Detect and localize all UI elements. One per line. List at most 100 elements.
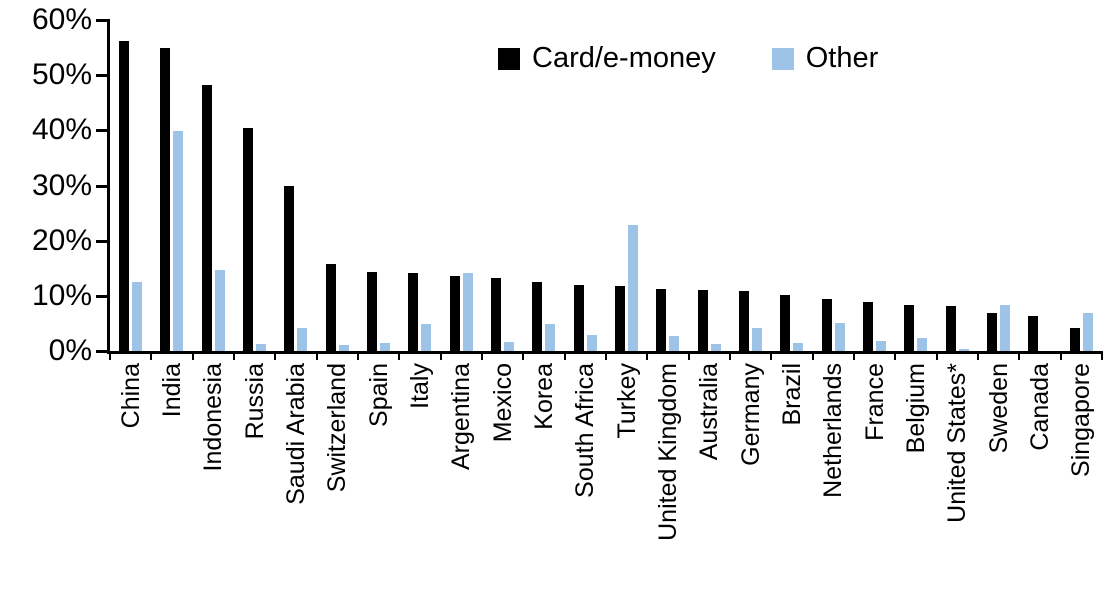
bar-card-e-money — [367, 271, 378, 351]
x-axis-label: United Kingdom — [654, 363, 682, 541]
x-axis-label: Turkey — [612, 363, 641, 439]
bar-group — [771, 20, 812, 351]
x-axis-tick — [935, 354, 938, 360]
x-axis-label: Sweden — [984, 363, 1013, 454]
x-axis-tick — [357, 354, 359, 360]
bar-other — [1000, 305, 1011, 351]
bar-other — [586, 335, 597, 351]
bar-other — [462, 273, 473, 351]
bar-other — [338, 344, 349, 351]
x-axis-label: Indonesia — [199, 363, 228, 472]
bar-group — [275, 20, 316, 351]
bar-group — [234, 20, 275, 351]
legend-item-other: Other — [771, 44, 878, 73]
x-axis-label: Saudi Arabia — [282, 363, 310, 505]
x-axis-tick — [522, 354, 525, 360]
bar-group — [441, 20, 482, 351]
y-axis-tick-label: 0% — [48, 334, 92, 367]
y-axis-tick-label: 30% — [31, 168, 92, 202]
bar-group — [730, 20, 771, 351]
x-axis-label: China — [116, 363, 145, 429]
bar-card-e-money — [1028, 316, 1039, 351]
x-axis-tick — [687, 354, 690, 360]
bar-card-e-money — [945, 306, 956, 351]
bar-group — [647, 20, 688, 351]
bar-other — [752, 328, 763, 351]
bar-other — [669, 336, 680, 351]
bar-group — [689, 20, 730, 351]
y-axis-tick-label: 50% — [31, 58, 92, 92]
x-axis-tick — [729, 354, 731, 360]
bar-group — [813, 20, 854, 351]
x-axis-tick — [563, 354, 566, 360]
bar-card-e-money — [532, 282, 543, 351]
x-axis-label: France — [860, 363, 889, 441]
bar-group — [1061, 20, 1102, 351]
bar-card-e-money — [243, 127, 254, 351]
bar-group — [523, 20, 564, 351]
x-axis-label: Switzerland — [323, 363, 352, 493]
x-axis-label: Spain — [364, 363, 393, 427]
bar-other — [545, 323, 556, 351]
y-axis-tick-label: 40% — [31, 113, 92, 147]
bar-group — [565, 20, 606, 351]
x-axis-label: Canada — [1026, 363, 1054, 451]
x-axis-tick — [109, 354, 111, 360]
y-axis-tick-label: 60% — [31, 3, 92, 36]
bar-other — [214, 269, 225, 351]
bar-other — [132, 282, 143, 351]
bar-card-e-money — [821, 299, 832, 351]
bar-other — [834, 323, 845, 351]
x-axis-tick — [481, 354, 483, 360]
bar-other — [173, 131, 184, 351]
bar-card-e-money — [449, 275, 460, 351]
bar-group — [151, 20, 192, 351]
x-axis-label: Korea — [530, 363, 558, 430]
bar-card-e-money — [697, 290, 708, 351]
x-axis-label: Brazil — [778, 363, 806, 426]
bar-card-e-money — [904, 305, 915, 351]
x-axis-tick — [191, 354, 194, 360]
bar-group — [482, 20, 523, 351]
bar-group — [606, 20, 647, 351]
bar-other — [504, 341, 515, 351]
bar-card-e-money — [325, 263, 336, 351]
x-axis-tick — [770, 354, 773, 360]
card-e-money-swatch-icon — [498, 47, 520, 70]
legend: Card/e-money Other — [498, 44, 878, 73]
bar-other — [917, 338, 928, 351]
bar-other — [421, 323, 432, 351]
x-axis-tick — [646, 354, 649, 360]
legend-item-card-e-money: Card/e-money — [498, 44, 716, 73]
y-axis-tick-label: 10% — [31, 278, 92, 312]
bar-card-e-money — [573, 285, 584, 351]
bar-card-e-money — [780, 295, 791, 351]
y-axis-tick — [96, 129, 110, 133]
bar-other — [1082, 312, 1093, 351]
bar-card-e-money — [1069, 327, 1080, 351]
bar-card-e-money — [491, 278, 502, 351]
y-axis-tick — [96, 74, 110, 78]
x-axis-label: United States* — [943, 363, 972, 523]
x-axis-tick — [605, 354, 607, 360]
bar-group — [854, 20, 895, 351]
x-axis-label: South Africa — [571, 363, 600, 498]
bar-card-e-money — [201, 84, 212, 351]
x-axis-label: Argentina — [447, 363, 476, 471]
bar-group — [399, 20, 440, 351]
x-axis-label: India — [158, 363, 186, 418]
x-axis-tick — [233, 354, 235, 360]
bar-card-e-money — [119, 40, 130, 351]
x-axis-tick — [977, 354, 979, 360]
x-axis-tick — [315, 354, 318, 360]
bar-card-e-money — [987, 312, 998, 351]
x-axis-tick — [398, 354, 401, 360]
x-axis-tick — [274, 354, 277, 360]
x-axis-tick — [1101, 354, 1103, 360]
bar-other — [628, 225, 639, 351]
bar-other — [876, 341, 887, 351]
x-axis-label: Singapore — [1067, 363, 1096, 477]
bar-group — [937, 20, 978, 351]
x-axis-line — [107, 351, 1103, 354]
